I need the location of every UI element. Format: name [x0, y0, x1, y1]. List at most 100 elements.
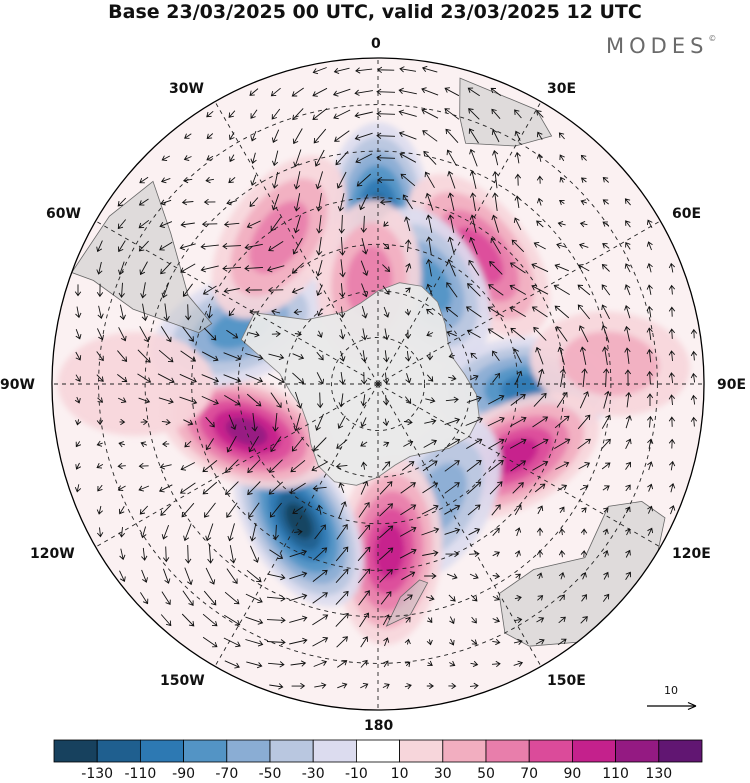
wind-arrow — [577, 284, 591, 296]
wind-arrow — [625, 461, 631, 470]
wind-arrow — [357, 546, 371, 562]
wind-arrow — [337, 415, 346, 429]
wind-arrow — [332, 88, 351, 97]
wind-arrow — [117, 219, 127, 230]
wind-arrow — [404, 396, 412, 405]
wind-arrow — [536, 153, 543, 162]
wind-arrow — [491, 504, 501, 516]
wind-arrow — [625, 484, 631, 492]
wind-arrow — [668, 306, 676, 317]
colorbar-tick-label: -50 — [258, 766, 282, 782]
wind-arrow — [625, 220, 631, 228]
wind-arrow — [469, 192, 477, 211]
wind-arrow — [509, 284, 527, 295]
wind-arrow — [555, 461, 570, 470]
wind-arrow — [201, 351, 219, 362]
wind-arrow — [515, 527, 522, 537]
wind-arrow — [182, 283, 193, 297]
wind-arrow — [360, 215, 367, 233]
wind-arrow — [489, 481, 503, 495]
wind-arrow — [422, 550, 439, 557]
wind-arrow — [138, 462, 149, 470]
wind-arrow — [423, 150, 437, 165]
wind-arrow — [513, 660, 524, 667]
wind-arrow — [226, 435, 237, 453]
wind-arrow — [138, 198, 149, 206]
wind-arrow — [405, 287, 411, 293]
wind-arrow — [354, 89, 373, 96]
wind-arrow — [312, 636, 329, 647]
wind-arrow — [161, 282, 170, 299]
wind-arrow — [492, 372, 500, 383]
wind-arrow — [250, 174, 257, 186]
wind-arrow — [179, 482, 196, 494]
wind-arrow — [224, 660, 240, 669]
wind-arrow — [382, 242, 390, 250]
wind-arrow — [399, 548, 417, 559]
wind-arrow — [267, 286, 284, 294]
wind-arrow — [361, 350, 368, 363]
wind-arrow — [625, 415, 632, 429]
wind-arrow — [647, 461, 654, 471]
lon-label-90e: 90E — [717, 377, 747, 393]
wind-arrow — [140, 592, 149, 605]
wind-arrow — [338, 393, 345, 408]
wind-arrow — [224, 395, 241, 406]
wind-arrow — [490, 87, 502, 96]
wind-arrow — [467, 283, 481, 297]
wind-arrow — [333, 109, 351, 120]
wind-arrow — [139, 261, 148, 276]
wind-arrow — [426, 308, 434, 315]
wind-arrow — [401, 461, 415, 471]
wind-arrow — [489, 261, 503, 275]
wind-arrow — [118, 506, 125, 515]
wind-arrow — [445, 306, 459, 317]
wind-arrow — [229, 154, 235, 163]
wind-arrow — [335, 463, 348, 470]
wind-arrow — [96, 374, 104, 382]
wind-arrow — [96, 261, 103, 275]
wind-arrow — [141, 569, 148, 583]
wind-arrow — [487, 438, 505, 449]
wind-arrow — [534, 483, 546, 493]
wind-arrow — [162, 546, 170, 563]
wind-arrow — [361, 237, 369, 255]
wind-arrow — [291, 287, 304, 294]
wind-arrow — [401, 571, 416, 581]
lon-label-120w: 120W — [30, 546, 75, 562]
brand-logo: MODES© — [606, 34, 716, 58]
wind-arrow — [382, 614, 390, 626]
wind-arrow — [137, 373, 152, 383]
wind-arrow — [445, 550, 460, 558]
wind-arrow — [492, 350, 500, 362]
wind-arrow — [96, 505, 104, 515]
wind-arrow — [184, 567, 193, 586]
wind-arrow — [336, 171, 347, 189]
anomaly-band — [453, 227, 504, 284]
wind-arrow — [492, 595, 500, 601]
wind-arrow — [424, 572, 437, 580]
wind-arrow — [426, 682, 434, 690]
wind-arrow — [119, 418, 126, 426]
wind-arrow — [179, 243, 196, 251]
wind-arrow — [160, 614, 172, 627]
wind-arrow — [247, 481, 261, 496]
wind-arrow — [96, 419, 104, 426]
wind-arrow — [160, 326, 172, 343]
wind-arrow — [602, 485, 610, 491]
wind-arrow — [668, 394, 676, 406]
wind-arrow — [335, 546, 349, 562]
wind-arrow — [579, 484, 589, 491]
wind-arrow — [97, 305, 104, 319]
wind-arrow — [293, 308, 302, 316]
wind-arrow — [139, 176, 149, 184]
wind-arrow — [559, 368, 567, 387]
wind-arrow — [316, 504, 323, 515]
wind-arrow — [624, 325, 631, 342]
wind-arrow — [313, 659, 328, 667]
wind-arrow — [399, 526, 417, 537]
wind-arrow — [180, 263, 196, 274]
wind-arrow — [514, 550, 521, 558]
lon-label-0: 0 — [371, 36, 381, 52]
wind-arrow — [292, 372, 305, 384]
